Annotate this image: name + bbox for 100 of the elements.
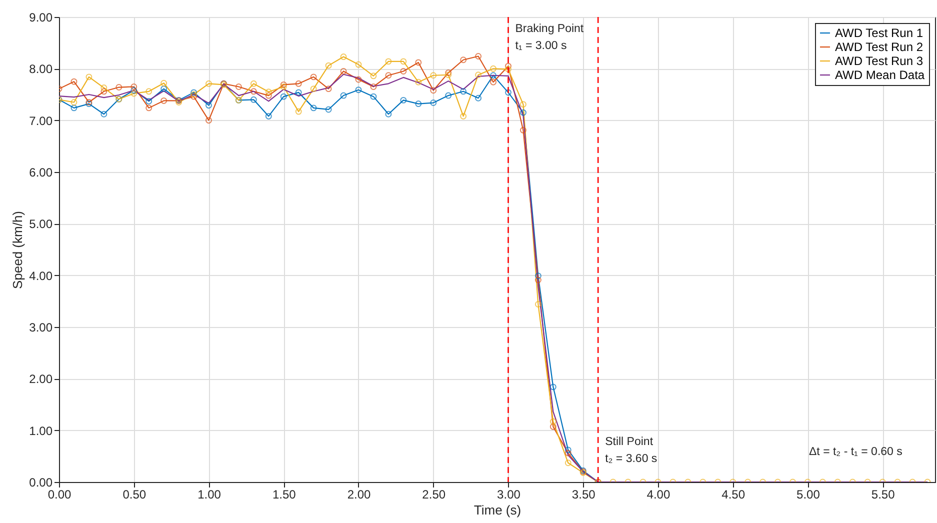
point <box>235 84 242 90</box>
point <box>534 272 542 280</box>
point <box>385 110 392 118</box>
x-tick-label: 0.00 <box>48 488 72 502</box>
y-tick-label: 4.00 <box>29 268 53 283</box>
point <box>564 460 572 466</box>
point <box>504 66 512 72</box>
point <box>340 54 347 60</box>
point <box>415 100 422 108</box>
x-axis-title: Time (s) <box>474 502 522 518</box>
point <box>550 384 556 390</box>
point <box>385 58 392 65</box>
legend-label: AWD Test Run 1 <box>835 26 924 40</box>
point <box>280 81 287 88</box>
point <box>250 80 257 87</box>
point <box>130 84 138 90</box>
point <box>206 117 212 124</box>
point <box>70 104 78 112</box>
point <box>504 89 512 96</box>
point <box>460 56 467 64</box>
point <box>550 423 556 430</box>
y-tick-label: 9.00 <box>29 10 53 24</box>
point <box>70 78 78 85</box>
point <box>100 88 108 95</box>
point <box>400 96 407 104</box>
point <box>520 126 526 134</box>
point <box>355 76 362 83</box>
point <box>206 80 212 87</box>
x-tick-label: 2.00 <box>347 488 371 502</box>
point <box>475 94 482 102</box>
annotation: Δt = t₂ - t₁ = 0.60 s <box>809 446 903 458</box>
point <box>130 87 138 94</box>
point <box>146 98 152 104</box>
point <box>415 59 422 66</box>
point <box>295 108 302 115</box>
point <box>534 276 542 284</box>
point <box>430 100 437 106</box>
point <box>310 86 317 92</box>
point <box>490 65 496 72</box>
point <box>415 78 422 86</box>
point <box>86 74 92 80</box>
point <box>355 61 362 68</box>
point <box>146 88 152 95</box>
y-tick-label: 5.00 <box>29 217 53 232</box>
point <box>490 72 496 79</box>
point <box>370 84 377 90</box>
point <box>295 80 302 87</box>
point <box>250 96 257 103</box>
x-tick-label: 5.50 <box>871 488 896 502</box>
point <box>340 92 347 99</box>
point <box>295 89 302 96</box>
point <box>265 112 272 120</box>
point <box>340 68 347 74</box>
point <box>385 72 392 79</box>
point <box>116 84 122 90</box>
point <box>564 446 572 454</box>
y-tick-label: 8.00 <box>29 62 53 76</box>
point <box>460 112 467 120</box>
x-tick-label: 4.50 <box>722 488 746 502</box>
x-tick-label: 1.00 <box>198 488 222 502</box>
point <box>430 72 437 79</box>
point <box>400 58 407 65</box>
point <box>370 93 377 100</box>
y-axis-title: Speed (km/h) <box>10 210 26 290</box>
point <box>475 72 482 78</box>
point <box>265 92 272 99</box>
point <box>460 88 467 95</box>
point <box>400 68 407 74</box>
y-tick-label: 3.00 <box>29 320 53 334</box>
y-tick-label: 1.00 <box>29 424 53 438</box>
point <box>430 87 437 94</box>
point <box>355 86 362 94</box>
x-tick-label: 3.00 <box>497 488 521 502</box>
point <box>265 88 272 96</box>
y-tick-label: 0.00 <box>29 476 53 490</box>
point <box>325 86 332 92</box>
point <box>250 88 257 95</box>
ref-line-label: Braking Point t₁ = 3.00 s <box>515 23 584 52</box>
point <box>206 102 212 109</box>
x-tick-label: 4.00 <box>646 488 670 502</box>
point <box>504 62 512 70</box>
x-tick-label: 5.00 <box>796 488 820 502</box>
y-tick-label: 7.00 <box>29 114 53 128</box>
point <box>550 418 556 425</box>
point <box>146 104 152 112</box>
x-tick-label: 2.50 <box>422 488 446 502</box>
point <box>325 106 332 113</box>
point <box>160 80 168 86</box>
point <box>280 84 287 90</box>
point <box>280 93 287 100</box>
point <box>520 101 526 108</box>
point <box>520 109 526 116</box>
point <box>534 301 542 308</box>
point <box>445 92 452 99</box>
legend-label: AWD Test Run 2 <box>835 40 924 54</box>
point <box>160 97 168 104</box>
point <box>70 99 78 106</box>
point <box>370 72 377 80</box>
point <box>325 62 332 69</box>
x-tick-label: 3.50 <box>572 488 596 502</box>
